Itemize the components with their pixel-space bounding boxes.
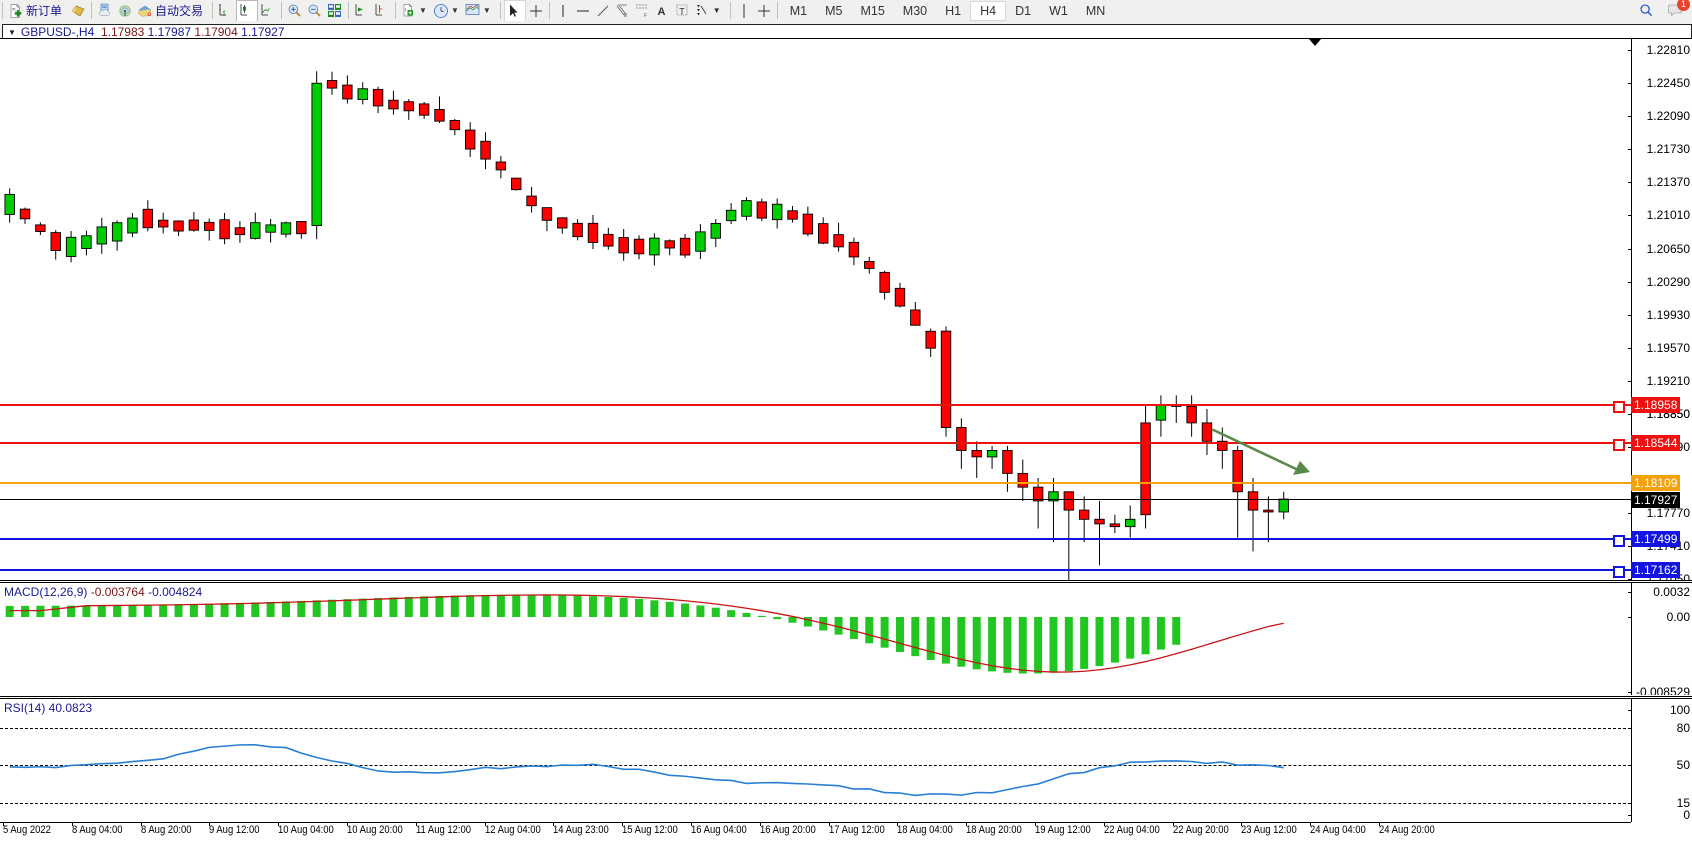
svg-text:T: T	[679, 6, 685, 16]
svg-text:F: F	[644, 13, 647, 19]
svg-text:A: A	[657, 6, 665, 18]
svg-text:E: E	[624, 13, 628, 19]
